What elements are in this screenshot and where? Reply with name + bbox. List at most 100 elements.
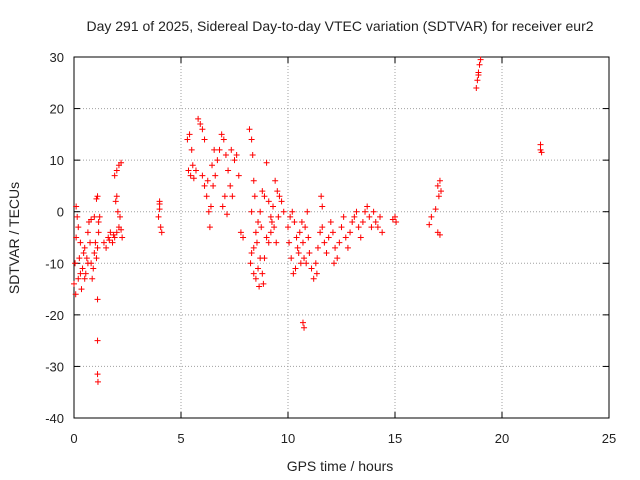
data-point xyxy=(216,146,223,153)
data-point xyxy=(92,239,99,246)
data-point xyxy=(75,224,82,231)
x-tick-label: 5 xyxy=(177,431,184,446)
data-point xyxy=(240,234,247,241)
data-point xyxy=(158,229,165,236)
y-tick-label: -40 xyxy=(45,411,64,426)
data-point xyxy=(246,126,253,133)
data-point xyxy=(117,213,124,220)
data-point xyxy=(310,275,317,282)
data-point xyxy=(80,249,87,256)
data-point xyxy=(207,203,214,210)
data-point xyxy=(71,280,77,287)
y-tick-label: 30 xyxy=(50,50,64,65)
data-point xyxy=(100,239,107,246)
data-point xyxy=(538,149,545,156)
data-point xyxy=(94,296,101,303)
plot-frame xyxy=(73,56,610,419)
y-axis-label: SDTVAR / TECUs xyxy=(6,182,22,294)
data-point xyxy=(96,213,103,220)
x-tick-label: 0 xyxy=(70,431,77,446)
data-point xyxy=(212,172,219,179)
data-point xyxy=(248,136,255,143)
data-point xyxy=(312,260,319,267)
data-point xyxy=(372,219,379,226)
data-point xyxy=(426,221,433,228)
data-point xyxy=(103,244,110,251)
data-point xyxy=(203,193,210,200)
data-point xyxy=(434,182,441,189)
data-point xyxy=(81,275,88,282)
data-point xyxy=(94,337,101,344)
data-point xyxy=(287,213,294,220)
data-point xyxy=(186,131,193,138)
data-point xyxy=(301,324,308,331)
data-point xyxy=(268,219,275,226)
data-point xyxy=(93,255,100,262)
data-point xyxy=(306,249,313,256)
data-point xyxy=(292,265,299,272)
data-point xyxy=(357,234,364,241)
data-point xyxy=(259,270,266,277)
data-point xyxy=(301,255,308,262)
data-point xyxy=(393,219,400,226)
data-point xyxy=(317,229,324,236)
data-point xyxy=(237,229,244,236)
data-point xyxy=(204,177,211,184)
data-point xyxy=(377,213,384,220)
x-tick-label: 15 xyxy=(388,431,402,446)
data-point xyxy=(229,193,236,200)
data-point xyxy=(76,255,83,262)
data-point xyxy=(249,151,256,158)
data-point xyxy=(225,167,232,174)
y-tick-label: 10 xyxy=(50,153,64,168)
data-point xyxy=(332,244,339,251)
y-tick-labels: -40 -30 -20 -10 0 10 20 30 xyxy=(45,50,64,426)
data-point xyxy=(288,255,295,262)
data-point xyxy=(250,270,257,277)
data-point xyxy=(338,224,345,231)
data-point xyxy=(79,265,86,272)
data-point xyxy=(323,249,330,256)
data-point xyxy=(188,146,195,153)
data-point xyxy=(537,146,544,153)
y-tick-label: 20 xyxy=(50,102,64,117)
data-point xyxy=(305,234,312,241)
data-point xyxy=(209,162,216,169)
data-point xyxy=(235,172,242,179)
data-point xyxy=(219,203,226,210)
data-point xyxy=(272,177,279,184)
data-point xyxy=(111,172,118,179)
data-point xyxy=(190,175,197,182)
data-point xyxy=(82,270,89,277)
data-point xyxy=(278,198,285,205)
y-tick-label: -30 xyxy=(45,359,64,374)
data-point xyxy=(313,270,320,277)
data-point xyxy=(111,234,118,241)
x-tick-label: 20 xyxy=(495,431,509,446)
data-point xyxy=(195,115,202,122)
data-point xyxy=(274,188,281,195)
data-point xyxy=(435,193,442,200)
data-point xyxy=(477,56,484,63)
data-point xyxy=(370,208,377,215)
data-point xyxy=(327,219,334,226)
x-tick-label: 10 xyxy=(281,431,295,446)
data-point xyxy=(156,200,163,207)
data-point xyxy=(91,213,98,220)
data-point xyxy=(113,167,120,174)
data-point xyxy=(260,280,267,287)
data-point xyxy=(265,239,272,246)
data-point xyxy=(362,208,369,215)
data-point xyxy=(353,208,360,215)
data-point xyxy=(250,177,257,184)
data-point xyxy=(290,270,297,277)
data-point xyxy=(247,260,254,267)
data-point xyxy=(314,244,321,251)
data-point xyxy=(224,211,231,218)
data-point xyxy=(436,177,443,184)
data-point xyxy=(303,260,310,267)
data-point xyxy=(118,159,125,166)
data-point xyxy=(201,182,208,189)
data-point xyxy=(291,219,298,226)
